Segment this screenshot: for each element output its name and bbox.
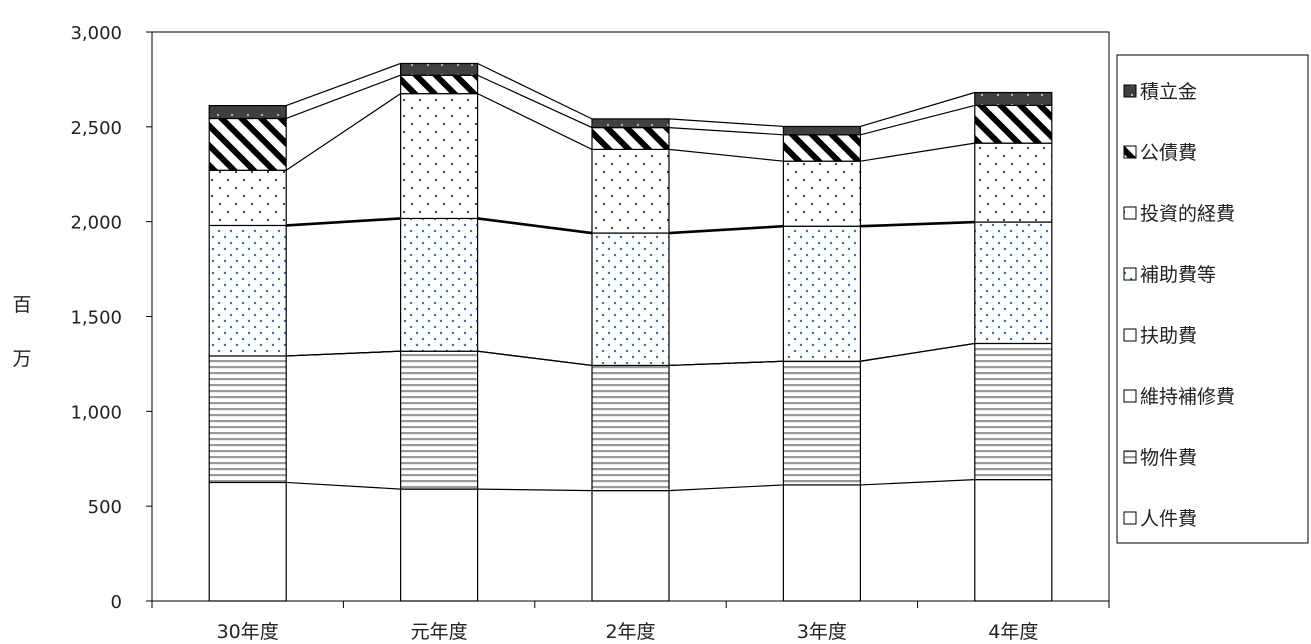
connector-line [477, 350, 593, 367]
connector-line [477, 62, 593, 120]
x-tick-label: 3年度 [797, 621, 847, 643]
connector-line [477, 74, 593, 129]
y-tick-label: 1,500 [70, 308, 122, 329]
connector-line [860, 142, 975, 162]
bar-segment [591, 126, 670, 151]
connector-line [286, 350, 401, 357]
legend-swatch [1123, 389, 1137, 403]
legend-swatch [1123, 84, 1137, 98]
connector-line [668, 118, 784, 128]
x-tick-label: 4年度 [988, 621, 1038, 643]
legend-swatch [1123, 328, 1137, 342]
bar-segment [782, 225, 862, 362]
bar-segment [400, 217, 479, 352]
y-tick-label: 1,000 [70, 402, 122, 423]
x-tick-label: 30年度 [217, 621, 279, 643]
connector-line [477, 488, 593, 492]
y-tick-label: 2,500 [70, 118, 122, 139]
bar-segment [400, 62, 479, 76]
bar-segment [591, 148, 670, 234]
y-axis-label-char-1: 百 [12, 294, 31, 316]
y-axis: 0 500 1,000 1,500 2,000 2,500 3,000 [70, 23, 152, 613]
connector-line [477, 217, 593, 235]
connector-line [860, 104, 975, 136]
connector-lines [285, 62, 975, 492]
bar-segment [400, 93, 479, 220]
bar-segment [208, 355, 287, 484]
legend-label: 公債費 [1140, 142, 1197, 164]
legend-box [1116, 54, 1309, 544]
y-tick-label: 500 [88, 497, 122, 518]
connector-line [860, 220, 975, 228]
bar-segment [591, 118, 670, 129]
connector-line [860, 91, 975, 128]
bar-segment [974, 342, 1053, 481]
legend-swatch [1123, 145, 1137, 159]
legend-swatch [1123, 450, 1137, 464]
bar-segment [208, 224, 287, 357]
bar-segment [208, 169, 287, 227]
y-tick-label: 3,000 [70, 23, 122, 44]
connector-line [668, 484, 784, 492]
bar-segment [782, 360, 862, 486]
connector-line [668, 224, 784, 235]
y-tick-label: 2,000 [70, 213, 122, 234]
bar-segment [974, 221, 1053, 345]
bar-segment [591, 490, 670, 602]
x-axis: 30年度 元年度 2年度 3年度 4年度 [151, 601, 1110, 643]
bar-segment [782, 125, 862, 136]
bar-segment [208, 104, 287, 120]
bar-segment [208, 481, 287, 602]
connector-line [286, 217, 401, 227]
bar-segment [974, 104, 1053, 144]
bar-segment [400, 350, 479, 490]
legend-label: 物件費 [1140, 447, 1197, 469]
bar-segment [974, 91, 1053, 107]
connector-line [860, 342, 975, 362]
x-tick-label: 2年度 [605, 621, 655, 643]
legend-label: 投資的経費 [1140, 203, 1235, 225]
bar-segment [782, 484, 862, 602]
bars [208, 62, 1053, 602]
connector-line [668, 360, 784, 367]
legend-swatch [1123, 206, 1137, 220]
connector-line [860, 479, 975, 486]
y-axis-label-char-2: 万 [12, 348, 31, 370]
bar-segment [974, 479, 1053, 602]
y-tick-label: 0 [111, 592, 122, 613]
connector-line [285, 62, 401, 107]
bar-segment [782, 134, 862, 162]
bar-segment [782, 160, 862, 227]
connector-line [286, 481, 401, 490]
bar-segment [400, 74, 479, 95]
legend-swatch [1123, 267, 1137, 281]
x-tick-label: 元年度 [411, 621, 468, 643]
bar-segment [591, 232, 670, 367]
legend-label: 扶助費 [1140, 325, 1197, 347]
bar-segment [400, 488, 479, 602]
connector-line [477, 93, 593, 150]
connector-line [668, 148, 784, 162]
connector-line [285, 74, 401, 120]
connector-line [668, 126, 784, 136]
legend-swatch [1123, 511, 1137, 525]
legend-label: 人件費 [1140, 508, 1197, 530]
legend-label: 積立金 [1140, 81, 1197, 103]
legend-label: 補助費等 [1140, 264, 1216, 286]
bar-segment [208, 117, 287, 171]
bar-segment [974, 142, 1053, 223]
bar-segment [591, 364, 670, 492]
connector-line [285, 93, 401, 171]
legend-label: 維持補修費 [1140, 386, 1235, 408]
